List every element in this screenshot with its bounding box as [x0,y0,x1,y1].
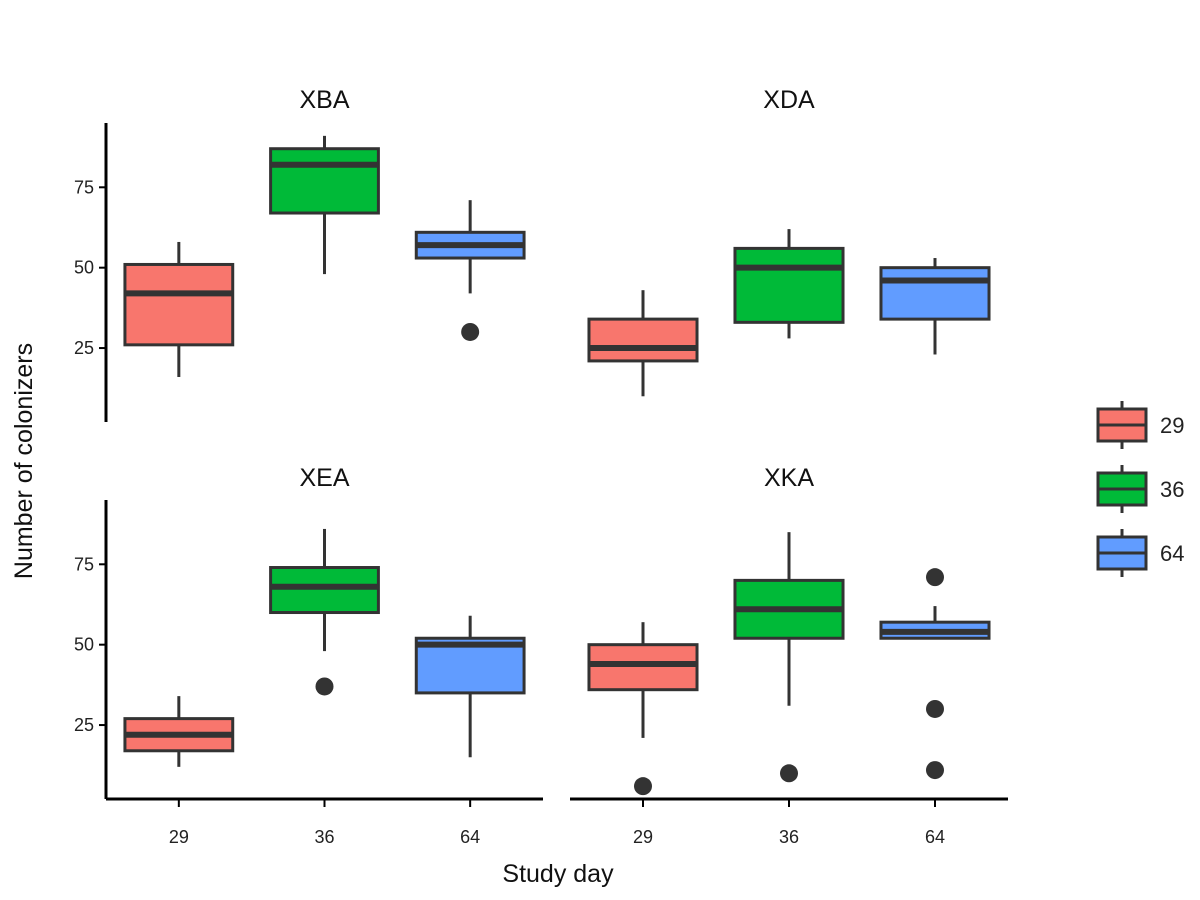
x-tick-label: 29 [169,827,189,847]
legend-label: 36 [1160,477,1184,502]
y-tick-label: 75 [74,554,94,574]
x-tick-label: 36 [314,827,334,847]
box-iqr [587,643,699,692]
legend-label: 64 [1160,541,1184,566]
box-xea-day-29 [123,696,235,767]
x-tick-label: 36 [779,827,799,847]
facet-panels: XBA 25 50 75 XDA XEA 25 50 75 29 36 64 XKA 29 36 64 [74,86,1008,847]
outlier-point [926,699,944,718]
legend-item-64: 64 [1096,529,1184,577]
box-xba-day-36 [269,135,380,275]
box-xea-day-36 [269,528,380,696]
legend: 29 36 64 [1096,401,1184,577]
box-iqr [269,566,380,615]
box-iqr [733,246,845,324]
x-tick-label: 64 [925,827,945,847]
box-xka-day-36 [733,532,845,783]
legend-item-36: 36 [1096,465,1184,513]
outlier-point [315,677,334,696]
legend-label: 29 [1160,413,1184,438]
facet-xda: XDA [587,86,991,397]
y-tick-label: 25 [74,715,94,735]
box-xea-day-64 [414,615,526,758]
facet-xba: XBA 25 50 75 [74,86,526,422]
y-tick-label: 25 [74,338,94,358]
box-iqr [269,147,380,215]
x-axis-title: Study day [502,860,614,888]
facet-title: XEA [299,464,349,492]
facet-xka: XKA 29 36 64 [570,464,1008,847]
outlier-point [926,568,944,587]
outlier-point [634,777,652,796]
box-xda-day-64 [879,258,991,355]
box-xka-day-64 [879,568,991,780]
x-tick-label: 64 [460,827,480,847]
x-tick-label: 29 [633,827,653,847]
y-tick-label: 50 [74,258,94,278]
box-xba-day-64 [414,200,526,341]
box-iqr [879,266,991,321]
y-tick-label: 50 [74,635,94,655]
facet-title: XDA [763,86,815,114]
box-xda-day-36 [733,229,845,339]
facet-xea: XEA 25 50 75 29 36 64 [74,464,543,847]
box-xba-day-29 [123,241,235,377]
box-iqr [587,317,699,363]
box-xda-day-29 [587,290,699,397]
box-iqr [123,262,235,347]
facet-title: XBA [299,86,349,114]
legend-item-29: 29 [1096,401,1184,449]
y-tick-label: 75 [74,177,94,197]
outlier-point [780,764,798,783]
facet-title: XKA [764,464,814,492]
outlier-point [926,761,944,780]
outlier-point [461,322,480,341]
box-xka-day-29 [587,622,699,796]
y-axis-title: Number of colonizers [10,343,38,579]
